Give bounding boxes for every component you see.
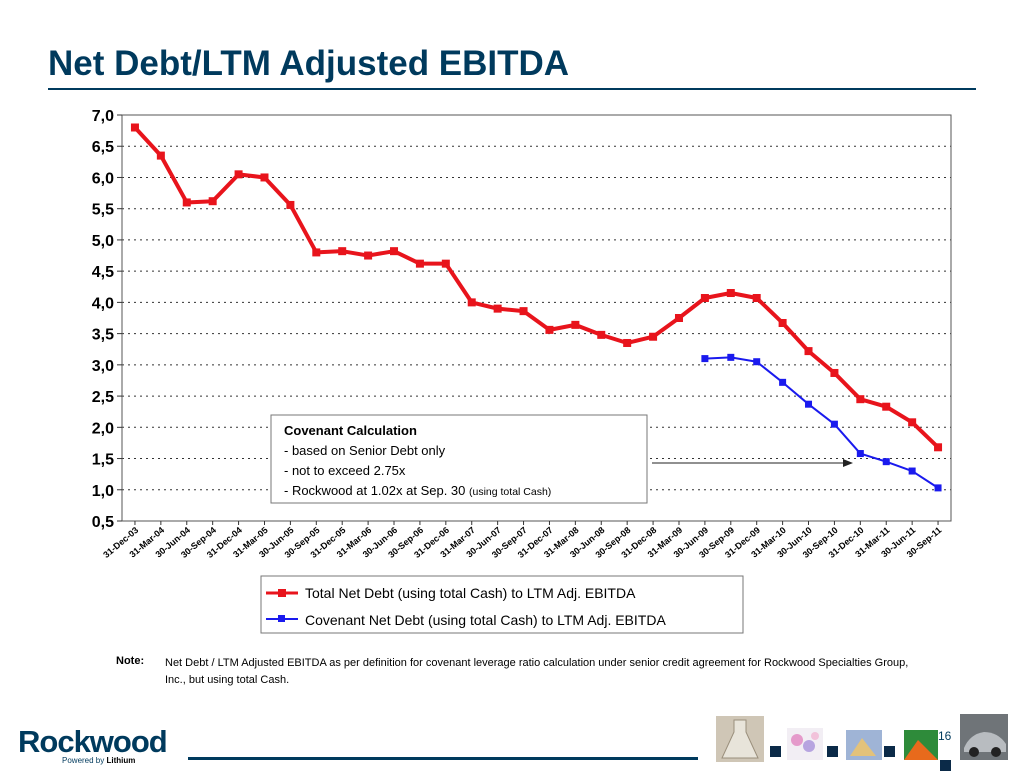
data-point [286, 200, 295, 209]
data-point [701, 355, 709, 363]
y-tick-label: 5,0 [92, 233, 114, 250]
annotation-heading: Covenant Calculation [284, 423, 417, 438]
y-tick-label: 0,5 [92, 514, 114, 531]
data-point [934, 443, 943, 452]
data-point [493, 304, 502, 313]
data-point [778, 318, 787, 327]
data-point [908, 418, 917, 427]
y-tick-label: 1,0 [92, 483, 114, 500]
series-line [133, 126, 940, 449]
series-line [704, 356, 939, 489]
data-point [727, 353, 735, 361]
data-point [156, 151, 165, 160]
annotation-line-3: - Rockwood at 1.02x at Sep. 30 (using to… [284, 483, 551, 498]
data-point [830, 420, 838, 428]
y-tick-label: 4,5 [92, 264, 114, 281]
product-photo-capsules [787, 728, 823, 760]
data-point [726, 289, 735, 298]
data-point [752, 294, 761, 303]
data-point [908, 467, 916, 475]
y-tick-label: 5,5 [92, 202, 114, 219]
data-point [312, 248, 321, 257]
note-text: Net Debt / LTM Adjusted EBITDA as per de… [165, 657, 909, 686]
footer-square-3 [884, 746, 895, 757]
data-point [338, 247, 347, 256]
y-tick-label: 1,5 [92, 452, 114, 469]
product-photo-flask [716, 716, 764, 762]
logo-tagline-brand: Lithium [106, 756, 136, 765]
data-point [519, 307, 528, 316]
data-point [441, 259, 450, 268]
annotation-line-3-main: - Rockwood at 1.02x at Sep. 30 [284, 483, 469, 498]
product-photo-powder [846, 730, 882, 760]
y-tick-labels: 7,0 6,5 6,0 5,5 5,0 4,5 4,0 3,5 3,0 2,5 2,0 1,5 1,0 0… [92, 108, 122, 531]
data-point [130, 123, 139, 132]
data-point [856, 395, 865, 404]
data-point [674, 314, 683, 322]
y-tick-label: 3,0 [92, 358, 114, 375]
data-point [597, 330, 606, 339]
legend-marker-covenant [278, 615, 285, 622]
footer-square-1 [770, 746, 781, 757]
annotation-box [270, 414, 648, 504]
legend-label-covenant: Covenant Net Debt (using total Cash) to … [305, 612, 666, 628]
y-tick-label: 7,0 [92, 108, 114, 125]
data-point [830, 368, 839, 377]
logo-tagline-prefix: Powered by [62, 756, 107, 765]
data-point [804, 347, 813, 356]
y-tick-label: 3,5 [92, 327, 114, 344]
data-point [208, 197, 217, 206]
legend-marker-total [278, 589, 286, 597]
data-point [649, 332, 658, 341]
data-point [700, 294, 709, 303]
x-tick-labels: 31-Dec-0331-Mar-0430-Jun-0430-Sep-0431-D… [101, 521, 943, 560]
footer-rule [188, 757, 698, 760]
product-photo-car [960, 714, 1008, 760]
data-point [753, 358, 761, 366]
page-title: Net Debt/LTM Adjusted EBITDA [48, 44, 570, 83]
data-point [545, 325, 554, 334]
data-point [467, 298, 476, 307]
data-point [415, 259, 424, 268]
data-point [260, 173, 269, 182]
product-photo-pigments [904, 730, 938, 760]
title-rule [48, 88, 976, 90]
footer-square-2 [827, 746, 838, 757]
y-tick-label: 2,0 [92, 420, 114, 437]
leverage-chart: 7,0 6,5 6,0 5,5 5,0 4,5 4,0 3,5 3,0 2,5 2,0 1,5 1,0 0… [92, 108, 952, 634]
data-point [571, 320, 580, 329]
data-point [882, 402, 891, 411]
data-point [182, 198, 191, 207]
annotation-line-2: - not to exceed 2.75x [284, 463, 406, 478]
y-tick-label: 4,0 [92, 295, 114, 312]
data-point [805, 400, 813, 408]
data-point [779, 378, 787, 386]
logo-tagline: Powered by Lithium [62, 756, 178, 765]
y-tick-label: 6,5 [92, 139, 114, 156]
logo-wordmark: Rockwood [18, 724, 168, 759]
page-number: 16 [938, 729, 952, 743]
data-point [234, 170, 243, 179]
annotation-arrow-head [843, 459, 853, 467]
plot-frame [121, 114, 952, 522]
legend-box [260, 575, 744, 634]
data-point [882, 458, 890, 466]
data-point [934, 484, 942, 492]
data-point [390, 247, 399, 256]
annotation-line-1: - based on Senior Debt only [284, 443, 446, 458]
series-layer [130, 123, 943, 492]
covenant-annotation: Covenant Calculation - based on Senior D… [270, 414, 853, 504]
chart-legend: Total Net Debt (using total Cash) to LTM… [260, 575, 744, 634]
data-point [856, 450, 864, 458]
note-label: Note: [116, 655, 145, 667]
legend-label-total: Total Net Debt (using total Cash) to LTM… [305, 585, 636, 601]
annotation-line-3-small: (using total Cash) [469, 486, 551, 498]
data-point [364, 251, 373, 260]
rockwood-logo: Rockwood Powered by Lithium [18, 726, 178, 772]
y-tick-label: 2,5 [92, 389, 114, 406]
footer-square-4 [940, 760, 951, 771]
data-point [623, 338, 632, 347]
y-tick-label: 6,0 [92, 170, 114, 187]
